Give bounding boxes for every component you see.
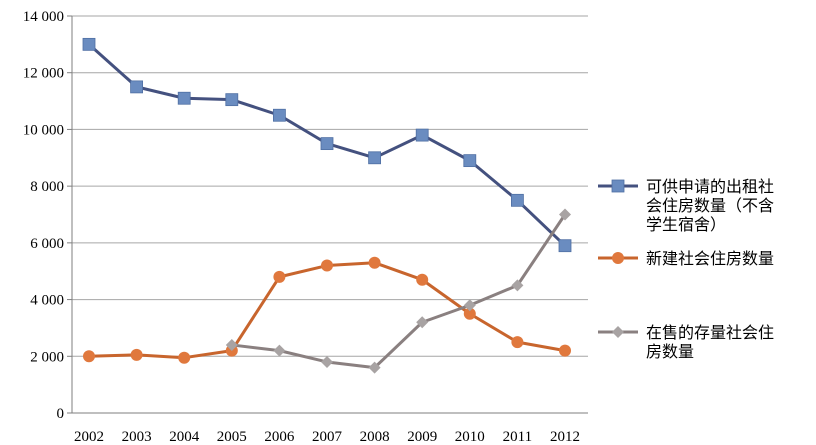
data-point [272,108,286,122]
data-point [559,208,571,221]
x-axis-ticks: 2002 2003 2004 2005 2006 2007 2008 2009 2010 2011… [74,429,580,445]
data-point [511,336,524,349]
gridlines [72,15,588,414]
data-point [463,299,476,312]
data-point [559,344,571,357]
data-point [83,350,95,363]
x-tick-label: 2003 [122,429,152,445]
legend-label: 新建社会住房数量 [646,249,774,268]
x-tick-label: 2012 [550,429,580,445]
data-point [130,80,144,94]
data-point [511,279,524,292]
y-axis-ticks: 0 2 000 4 000 6 000 8 000 10 000 12 000 14 000 [23,9,72,422]
legend-marker [611,179,625,193]
series-rental-housing [82,37,572,253]
series-line [231,213,567,370]
series-stock-for-sale [225,208,571,374]
x-tick-label: 2011 [503,429,532,445]
data-point [177,91,191,105]
data-point [82,37,96,51]
data-point [416,273,429,286]
legend-marker [612,326,624,338]
x-tick-label: 2006 [264,429,295,445]
legend-label: 可供申请的出租社 [646,177,774,196]
data-point [415,128,429,142]
data-point [130,348,143,361]
x-tick-label: 2005 [217,429,247,445]
data-point [416,316,429,329]
data-point [463,154,477,168]
data-point [321,355,333,368]
series-new-built [83,256,571,364]
data-point [178,351,191,364]
series-line [88,261,566,360]
y-tick-label: 12 000 [23,66,64,82]
legend-label: 在售的存量社会住 [646,323,774,342]
data-point [320,137,334,151]
y-tick-label: 0 [57,406,65,422]
y-tick-label: 6 000 [30,236,64,252]
data-point [225,338,238,351]
data-point [463,307,476,320]
data-point [510,193,524,207]
x-tick-label: 2004 [169,429,200,445]
legend-item-new-built: 新建社会住房数量 [598,249,774,268]
data-point [273,270,286,283]
legend-label: 会住房数量（不含 [646,196,774,215]
data-point [368,151,382,165]
y-tick-label: 10 000 [23,122,64,138]
x-tick-label: 2002 [74,429,104,445]
y-tick-label: 14 000 [23,9,64,25]
x-tick-label: 2010 [455,429,485,445]
y-tick-label: 4 000 [30,293,64,309]
x-tick-label: 2007 [312,429,343,445]
data-point [225,93,239,107]
legend-label: 学生宿舍） [646,215,726,234]
x-tick-label: 2008 [360,429,390,445]
data-point [321,259,333,272]
legend-marker [612,252,624,264]
data-point [273,344,286,357]
y-tick-label: 8 000 [30,179,64,195]
data-point [558,239,572,253]
series-group [82,37,572,374]
legend-label: 房数量 [646,342,694,361]
y-tick-label: 2 000 [30,349,64,365]
data-point [368,361,381,374]
data-point [368,256,381,269]
x-tick-label: 2009 [407,429,437,445]
